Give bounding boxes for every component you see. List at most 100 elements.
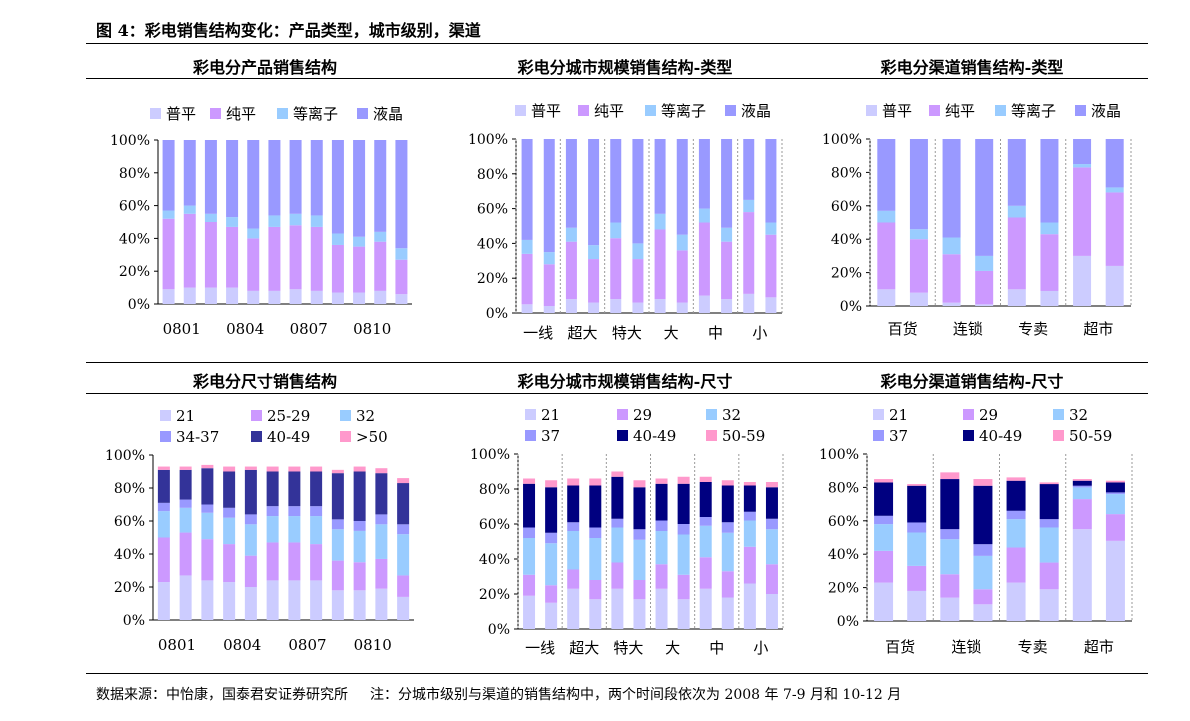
bar-6-34-37: [266, 506, 279, 517]
bar-10-21: [353, 590, 366, 620]
legend-swatch-纯平: [210, 108, 221, 119]
bar-5-34-37: [244, 514, 257, 525]
bar-1-等离子: [877, 210, 896, 223]
bar-11-25-29: [375, 558, 388, 589]
bar-8-29: [1105, 514, 1125, 541]
bar-5-37: [1006, 510, 1026, 520]
legend-swatch-40-49: [617, 430, 628, 441]
bar-7-普平: [289, 289, 302, 304]
bar-2-21: [179, 575, 192, 620]
bar-8-纯平: [676, 250, 688, 303]
bar-12-32: [397, 534, 410, 576]
bar-5-纯平: [1007, 217, 1026, 290]
x-tick-label: 0807: [290, 320, 328, 338]
legend-label: 普平: [166, 105, 196, 123]
legend-swatch-液晶: [725, 105, 736, 116]
bar-2-等离子: [543, 252, 555, 265]
y-tick-label: 60%: [114, 514, 145, 530]
bar-3-等离子: [204, 213, 217, 222]
x-group-label: 小: [753, 639, 768, 657]
bar-2-29: [907, 565, 927, 591]
bar-11-液晶: [743, 139, 755, 200]
bar-9-液晶: [698, 139, 710, 209]
bar-11-纯平: [743, 212, 755, 294]
bar-7-纯平: [1073, 167, 1092, 256]
panel-title-6: 彩电分渠道销售结构-尺寸: [880, 372, 1064, 391]
bar-8-32: [1105, 494, 1125, 515]
bar-6-液晶: [268, 140, 281, 216]
legend-swatch-50-59: [1053, 430, 1064, 441]
legend-swatch-等离子: [995, 105, 1006, 116]
bar-2-等离子: [183, 205, 196, 214]
bar-4-32: [223, 517, 236, 545]
bar-2-32: [179, 507, 192, 533]
bar-7-液晶: [1073, 139, 1092, 165]
bar-2->50: [179, 466, 192, 470]
bar-6-普平: [268, 290, 281, 304]
chart-panel-4: 0% 20% 40% 60% 80% 100% 0801 0804 0807 0810 21 25-2…: [105, 407, 414, 654]
bar-10-32: [721, 532, 734, 572]
y-tick-label: 80%: [828, 480, 859, 496]
bar-2-32: [907, 532, 927, 566]
bar-7-普平: [1073, 255, 1092, 306]
legend-swatch-37: [873, 430, 884, 441]
bar-2-40-49: [179, 469, 192, 500]
bar-3-40-49: [940, 479, 960, 530]
panel-title-5: 彩电分城市规模销售结构-尺寸: [517, 372, 733, 391]
bar-1-液晶: [162, 140, 175, 211]
bar-6-普平: [1040, 290, 1059, 306]
bar-3-34-37: [201, 504, 214, 513]
bar-7-等离子: [654, 213, 666, 230]
bar-8-25-29: [310, 544, 323, 581]
bar-2-21: [907, 590, 927, 621]
x-group-label: 大: [665, 639, 680, 657]
bar-10-液晶: [721, 139, 733, 228]
bar-6-50-59: [1039, 482, 1059, 485]
bar-4-等离子: [226, 217, 239, 227]
y-tick-label: 40%: [477, 236, 508, 252]
y-tick-label: 100%: [110, 133, 150, 149]
bar-8-32: [677, 534, 690, 575]
y-tick-label: 20%: [828, 581, 859, 597]
bar-1-普平: [877, 289, 896, 306]
bar-1-普平: [162, 289, 175, 304]
bar-7-32: [288, 516, 301, 543]
bar-5-40-49: [1006, 480, 1026, 511]
bar-2-25-29: [179, 532, 192, 576]
bar-9-等离子: [698, 208, 710, 223]
x-group-label: 连锁: [953, 320, 983, 338]
bar-4-液晶: [975, 139, 994, 256]
bar-5-25-29: [244, 555, 257, 587]
legend-label: 等离子: [293, 105, 338, 123]
x-tick-label: 0804: [226, 320, 264, 338]
chart-panel-5: 0% 20% 40% 60% 80% 100% 一线 超大 特大 大 中 小 21 29 32 37 40-49…: [470, 406, 784, 657]
bar-12-40-49: [765, 487, 778, 519]
legend-swatch-普平: [866, 105, 877, 116]
bar-2-普平: [543, 306, 555, 313]
bar-11-34-37: [375, 514, 388, 525]
bar-6-32: [266, 516, 279, 543]
bar-12-液晶: [395, 140, 408, 249]
bar-8-40-49: [677, 483, 690, 524]
y-tick-label: 60%: [831, 199, 862, 215]
bar-8-普平: [1105, 265, 1124, 306]
legend-swatch-40-49: [251, 431, 262, 442]
bar-1-40-49: [157, 469, 170, 503]
bar-8-等离子: [310, 215, 323, 227]
bar-3-32: [567, 531, 580, 570]
bar-12-29: [765, 564, 778, 594]
bar-7-40-49: [1072, 480, 1092, 486]
bar-1-37: [874, 515, 894, 525]
bar-3-40-49: [567, 485, 580, 523]
bar-12-40-49: [397, 483, 410, 525]
legend-label: 等离子: [661, 102, 706, 120]
row1-rule: [86, 78, 1148, 79]
bar-7-37: [655, 520, 668, 531]
bar-8-34-37: [310, 506, 323, 517]
bar-1-21: [874, 582, 894, 621]
bar-9-50-59: [699, 476, 712, 482]
legend-swatch-21: [525, 409, 536, 420]
bar-1-等离子: [162, 210, 175, 219]
bar-11-液晶: [374, 140, 387, 232]
bar-6-纯平: [268, 226, 281, 291]
